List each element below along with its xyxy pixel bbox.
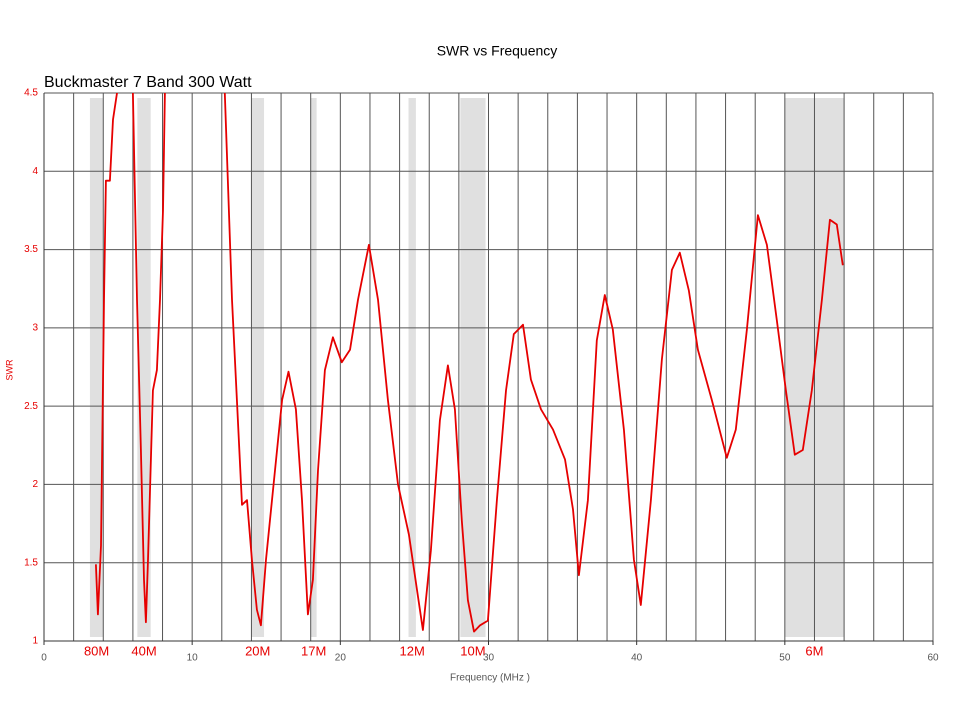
x-axis-label: Frequency (MHz ): [450, 673, 530, 684]
y-axis-label: SWR: [4, 359, 14, 380]
band-label: 12M: [400, 643, 425, 658]
band-shade: [408, 98, 416, 637]
x-tick-label: 10: [187, 653, 199, 664]
band-shade: [89, 98, 104, 637]
y-tick-label: 3.5: [24, 244, 38, 255]
band-shade: [137, 98, 151, 637]
y-tick-label: 4: [32, 166, 38, 177]
line-layer: [95, 93, 844, 633]
chart-title: SWR vs Frequency: [437, 43, 558, 59]
x-tick-label: 20: [335, 653, 347, 664]
x-tick-label: 0: [41, 653, 47, 664]
y-tick-label: 4.5: [24, 88, 38, 99]
x-tick-label: 40: [631, 653, 643, 664]
y-tick-label: 2: [32, 479, 38, 490]
band-label: 17M: [301, 643, 326, 658]
band-label: 6M: [805, 643, 823, 658]
x-tick-label: 60: [927, 653, 939, 664]
y-tick-label: 2.5: [24, 401, 38, 412]
y-tick-label: 3: [32, 322, 38, 333]
band-shade: [251, 98, 265, 637]
x-tick-label: 30: [483, 653, 495, 664]
band-label: 80M: [84, 643, 109, 658]
band-shade: [310, 98, 317, 637]
band-label: 10M: [460, 643, 485, 658]
y-tick-label: 1.5: [24, 557, 38, 568]
x-tick-label: 50: [779, 653, 791, 664]
swr-line: [95, 93, 844, 633]
band-label: 40M: [131, 643, 156, 658]
annotation: Buckmaster 7 Band 300 Watt: [44, 74, 252, 91]
label-layer: 80M 40M 20M 17M 12M 10M 6M 1 1.5 2 2.5 3 3.5 4 4.5 0 10 2…: [24, 88, 939, 664]
band-label: 20M: [245, 643, 270, 658]
grid-layer: [43, 92, 934, 642]
y-tick-label: 1: [32, 636, 38, 647]
